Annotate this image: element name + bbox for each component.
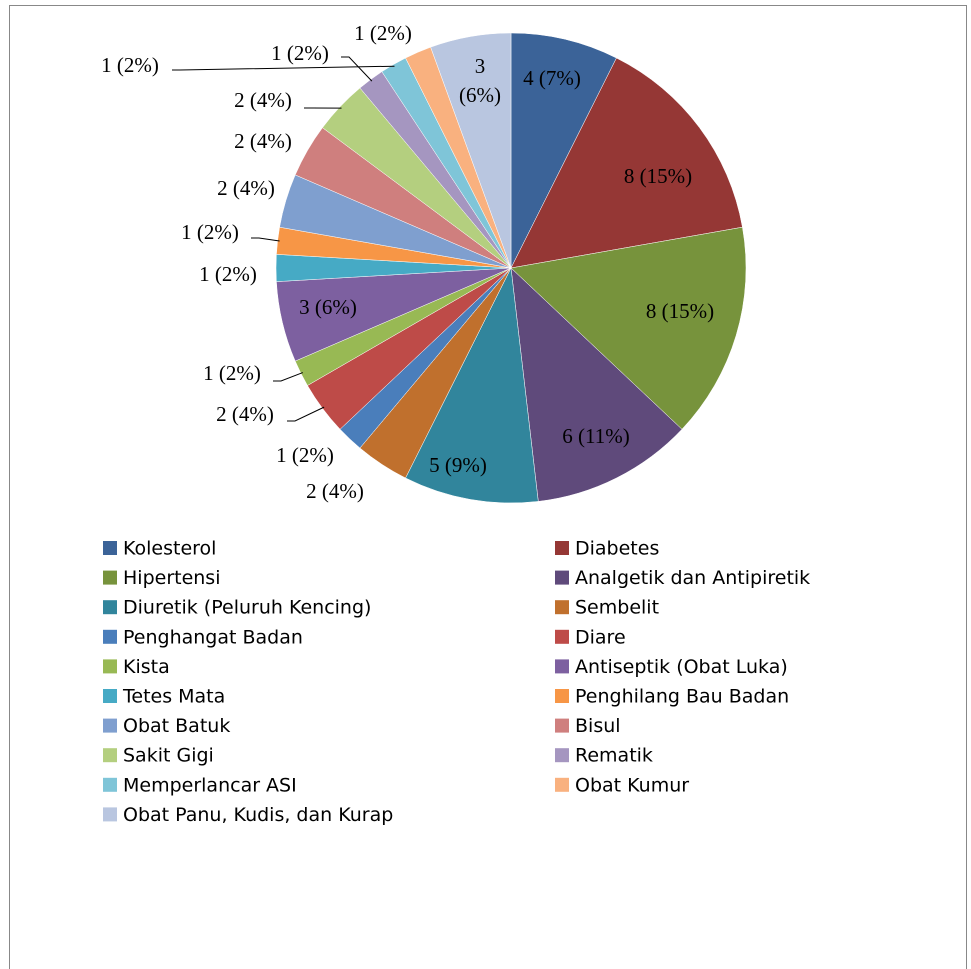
value-label: 6 (11%) — [562, 424, 629, 448]
pie-slice — [510, 226, 747, 430]
legend-swatch — [555, 748, 569, 763]
legend-label: Sembelit — [575, 597, 659, 619]
legend-label: Kolesterol — [123, 538, 216, 560]
legend-swatch — [555, 777, 569, 792]
value-label: 2 (4%) — [217, 176, 275, 200]
value-label: 1 (2%) — [276, 443, 334, 467]
legend-swatch — [555, 570, 569, 585]
leader-line — [251, 237, 280, 242]
value-label-line: (6%) — [459, 83, 501, 107]
value-label: 2 (4%) — [234, 129, 292, 153]
legend-label: Obat Kumur — [575, 774, 689, 796]
value-label: 1 (2%) — [203, 361, 261, 385]
legend-label: Penghilang Bau Badan — [575, 686, 789, 708]
value-label: 8 (15%) — [624, 164, 692, 188]
legend-swatch — [103, 629, 117, 644]
legend-label: Rematik — [575, 745, 653, 767]
value-label: 4 (7%) — [523, 66, 581, 90]
legend-swatch — [103, 659, 117, 674]
legend-swatch — [103, 600, 117, 615]
legend-swatch — [555, 659, 569, 674]
value-label: 1 (2%) — [181, 220, 239, 244]
legend-swatch — [103, 777, 117, 792]
legend-label: Obat Batuk — [123, 715, 230, 737]
legend-label: Diabetes — [575, 538, 659, 560]
value-label-line: 3 — [475, 54, 486, 78]
value-label: 3 (6%) — [299, 295, 357, 319]
leader-line — [341, 56, 373, 82]
leader-line — [287, 406, 325, 422]
value-label: 3 (6%) — [459, 54, 501, 107]
legend-label: Obat Panu, Kudis, dan Kurap — [123, 804, 393, 826]
value-label: 5 (9%) — [429, 453, 487, 477]
pie-slice — [510, 267, 683, 502]
legend-swatch — [555, 718, 569, 733]
legend-label: Hipertensi — [123, 567, 221, 589]
legend-swatch — [103, 748, 117, 763]
value-label: 1 (2%) — [199, 262, 257, 286]
legend-label: Tetes Mata — [122, 686, 225, 708]
legend-swatch — [555, 689, 569, 703]
legend-label: Memperlancar ASI — [123, 774, 297, 796]
legend-swatch — [103, 570, 117, 585]
value-label: 2 (4%) — [306, 479, 364, 503]
legend-label: Sakit Gigi — [123, 745, 214, 767]
legend-swatch — [555, 600, 569, 615]
legend-swatch — [555, 541, 569, 555]
legend-label: Diuretik (Peluruh Kencing) — [123, 597, 371, 619]
leader-line — [273, 372, 303, 382]
legend-swatch — [103, 718, 117, 733]
pie-slice — [510, 32, 617, 269]
pie-slice — [430, 32, 512, 269]
leader-line — [172, 65, 395, 71]
value-label: 1 (2%) — [271, 41, 329, 65]
pie-slice — [510, 57, 743, 269]
legend-label: Diare — [575, 626, 626, 648]
legend-label: Bisul — [575, 715, 621, 737]
legend-swatch — [103, 541, 117, 555]
value-label: 2 (4%) — [216, 402, 274, 426]
legend-swatch — [103, 689, 117, 703]
pie-slice — [405, 267, 539, 504]
value-label: 1 (2%) — [354, 21, 412, 45]
legend-swatch — [555, 629, 569, 644]
value-label: 1 (2%) — [101, 53, 159, 77]
legend-label: Antiseptik (Obat Luka) — [575, 656, 788, 678]
value-label: 8 (15%) — [646, 299, 714, 323]
legend-label: Kista — [123, 656, 170, 678]
legend-label: Analgetik dan Antipiretik — [575, 567, 810, 589]
legend-swatch — [103, 807, 117, 822]
legend-label: Penghangat Badan — [123, 626, 303, 648]
value-label: 2 (4%) — [234, 88, 292, 112]
